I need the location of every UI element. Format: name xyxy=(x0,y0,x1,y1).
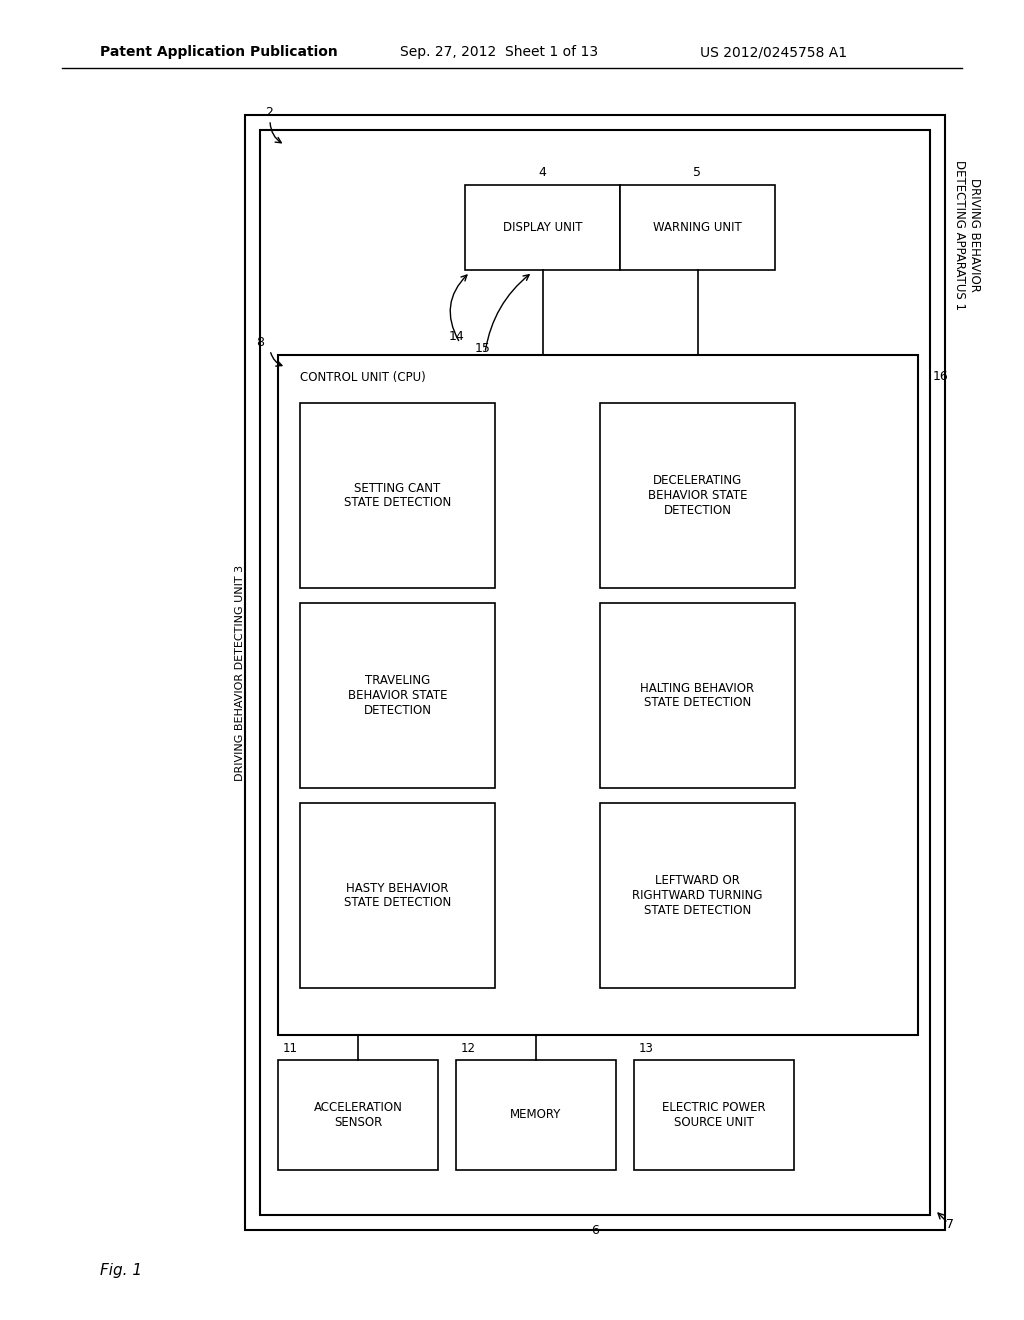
Bar xyxy=(600,403,795,587)
Text: TRAVELING
BEHAVIOR STATE
DETECTION: TRAVELING BEHAVIOR STATE DETECTION xyxy=(348,675,447,717)
Text: DRIVING BEHAVIOR DETECTING UNIT 3: DRIVING BEHAVIOR DETECTING UNIT 3 xyxy=(234,565,245,780)
Bar xyxy=(300,803,495,987)
Bar xyxy=(278,1060,438,1170)
Bar xyxy=(300,403,495,587)
Text: DECELERATING
BEHAVIOR STATE
DETECTION: DECELERATING BEHAVIOR STATE DETECTION xyxy=(648,474,748,517)
Text: 11: 11 xyxy=(283,1041,298,1055)
Text: 12: 12 xyxy=(461,1041,476,1055)
Text: Sep. 27, 2012  Sheet 1 of 13: Sep. 27, 2012 Sheet 1 of 13 xyxy=(400,45,598,59)
Text: 7: 7 xyxy=(946,1218,954,1232)
Bar xyxy=(245,115,945,1230)
Text: DISPLAY UNIT: DISPLAY UNIT xyxy=(503,220,583,234)
Text: 14: 14 xyxy=(450,330,465,343)
Text: ACCELERATION
SENSOR: ACCELERATION SENSOR xyxy=(313,1101,402,1129)
Text: MEMORY: MEMORY xyxy=(510,1109,562,1122)
Text: HALTING BEHAVIOR
STATE DETECTION: HALTING BEHAVIOR STATE DETECTION xyxy=(640,681,755,710)
Text: ELECTRIC POWER
SOURCE UNIT: ELECTRIC POWER SOURCE UNIT xyxy=(663,1101,766,1129)
Bar xyxy=(600,603,795,788)
Text: 2: 2 xyxy=(265,106,272,119)
Text: 8: 8 xyxy=(256,337,264,350)
Text: 4: 4 xyxy=(539,166,547,180)
Bar xyxy=(260,129,930,1214)
Bar xyxy=(456,1060,616,1170)
Text: 13: 13 xyxy=(639,1041,654,1055)
Text: 6: 6 xyxy=(591,1224,599,1237)
Text: DRIVING BEHAVIOR
DETECTING APPARATUS 1: DRIVING BEHAVIOR DETECTING APPARATUS 1 xyxy=(953,160,981,310)
Bar xyxy=(278,355,918,1035)
Text: 15: 15 xyxy=(475,342,490,355)
Bar xyxy=(620,185,775,271)
Text: Patent Application Publication: Patent Application Publication xyxy=(100,45,338,59)
Bar xyxy=(634,1060,794,1170)
Bar xyxy=(465,185,620,271)
Text: LEFTWARD OR
RIGHTWARD TURNING
STATE DETECTION: LEFTWARD OR RIGHTWARD TURNING STATE DETE… xyxy=(632,874,763,917)
Bar xyxy=(600,803,795,987)
Text: SETTING CANT
STATE DETECTION: SETTING CANT STATE DETECTION xyxy=(344,482,452,510)
Text: US 2012/0245758 A1: US 2012/0245758 A1 xyxy=(700,45,847,59)
Bar xyxy=(300,603,495,788)
Text: 16: 16 xyxy=(933,371,949,384)
Text: CONTROL UNIT (CPU): CONTROL UNIT (CPU) xyxy=(300,371,426,384)
Text: WARNING UNIT: WARNING UNIT xyxy=(653,220,741,234)
Text: HASTY BEHAVIOR
STATE DETECTION: HASTY BEHAVIOR STATE DETECTION xyxy=(344,882,452,909)
Text: Fig. 1: Fig. 1 xyxy=(100,1262,142,1278)
Text: 5: 5 xyxy=(693,166,701,180)
